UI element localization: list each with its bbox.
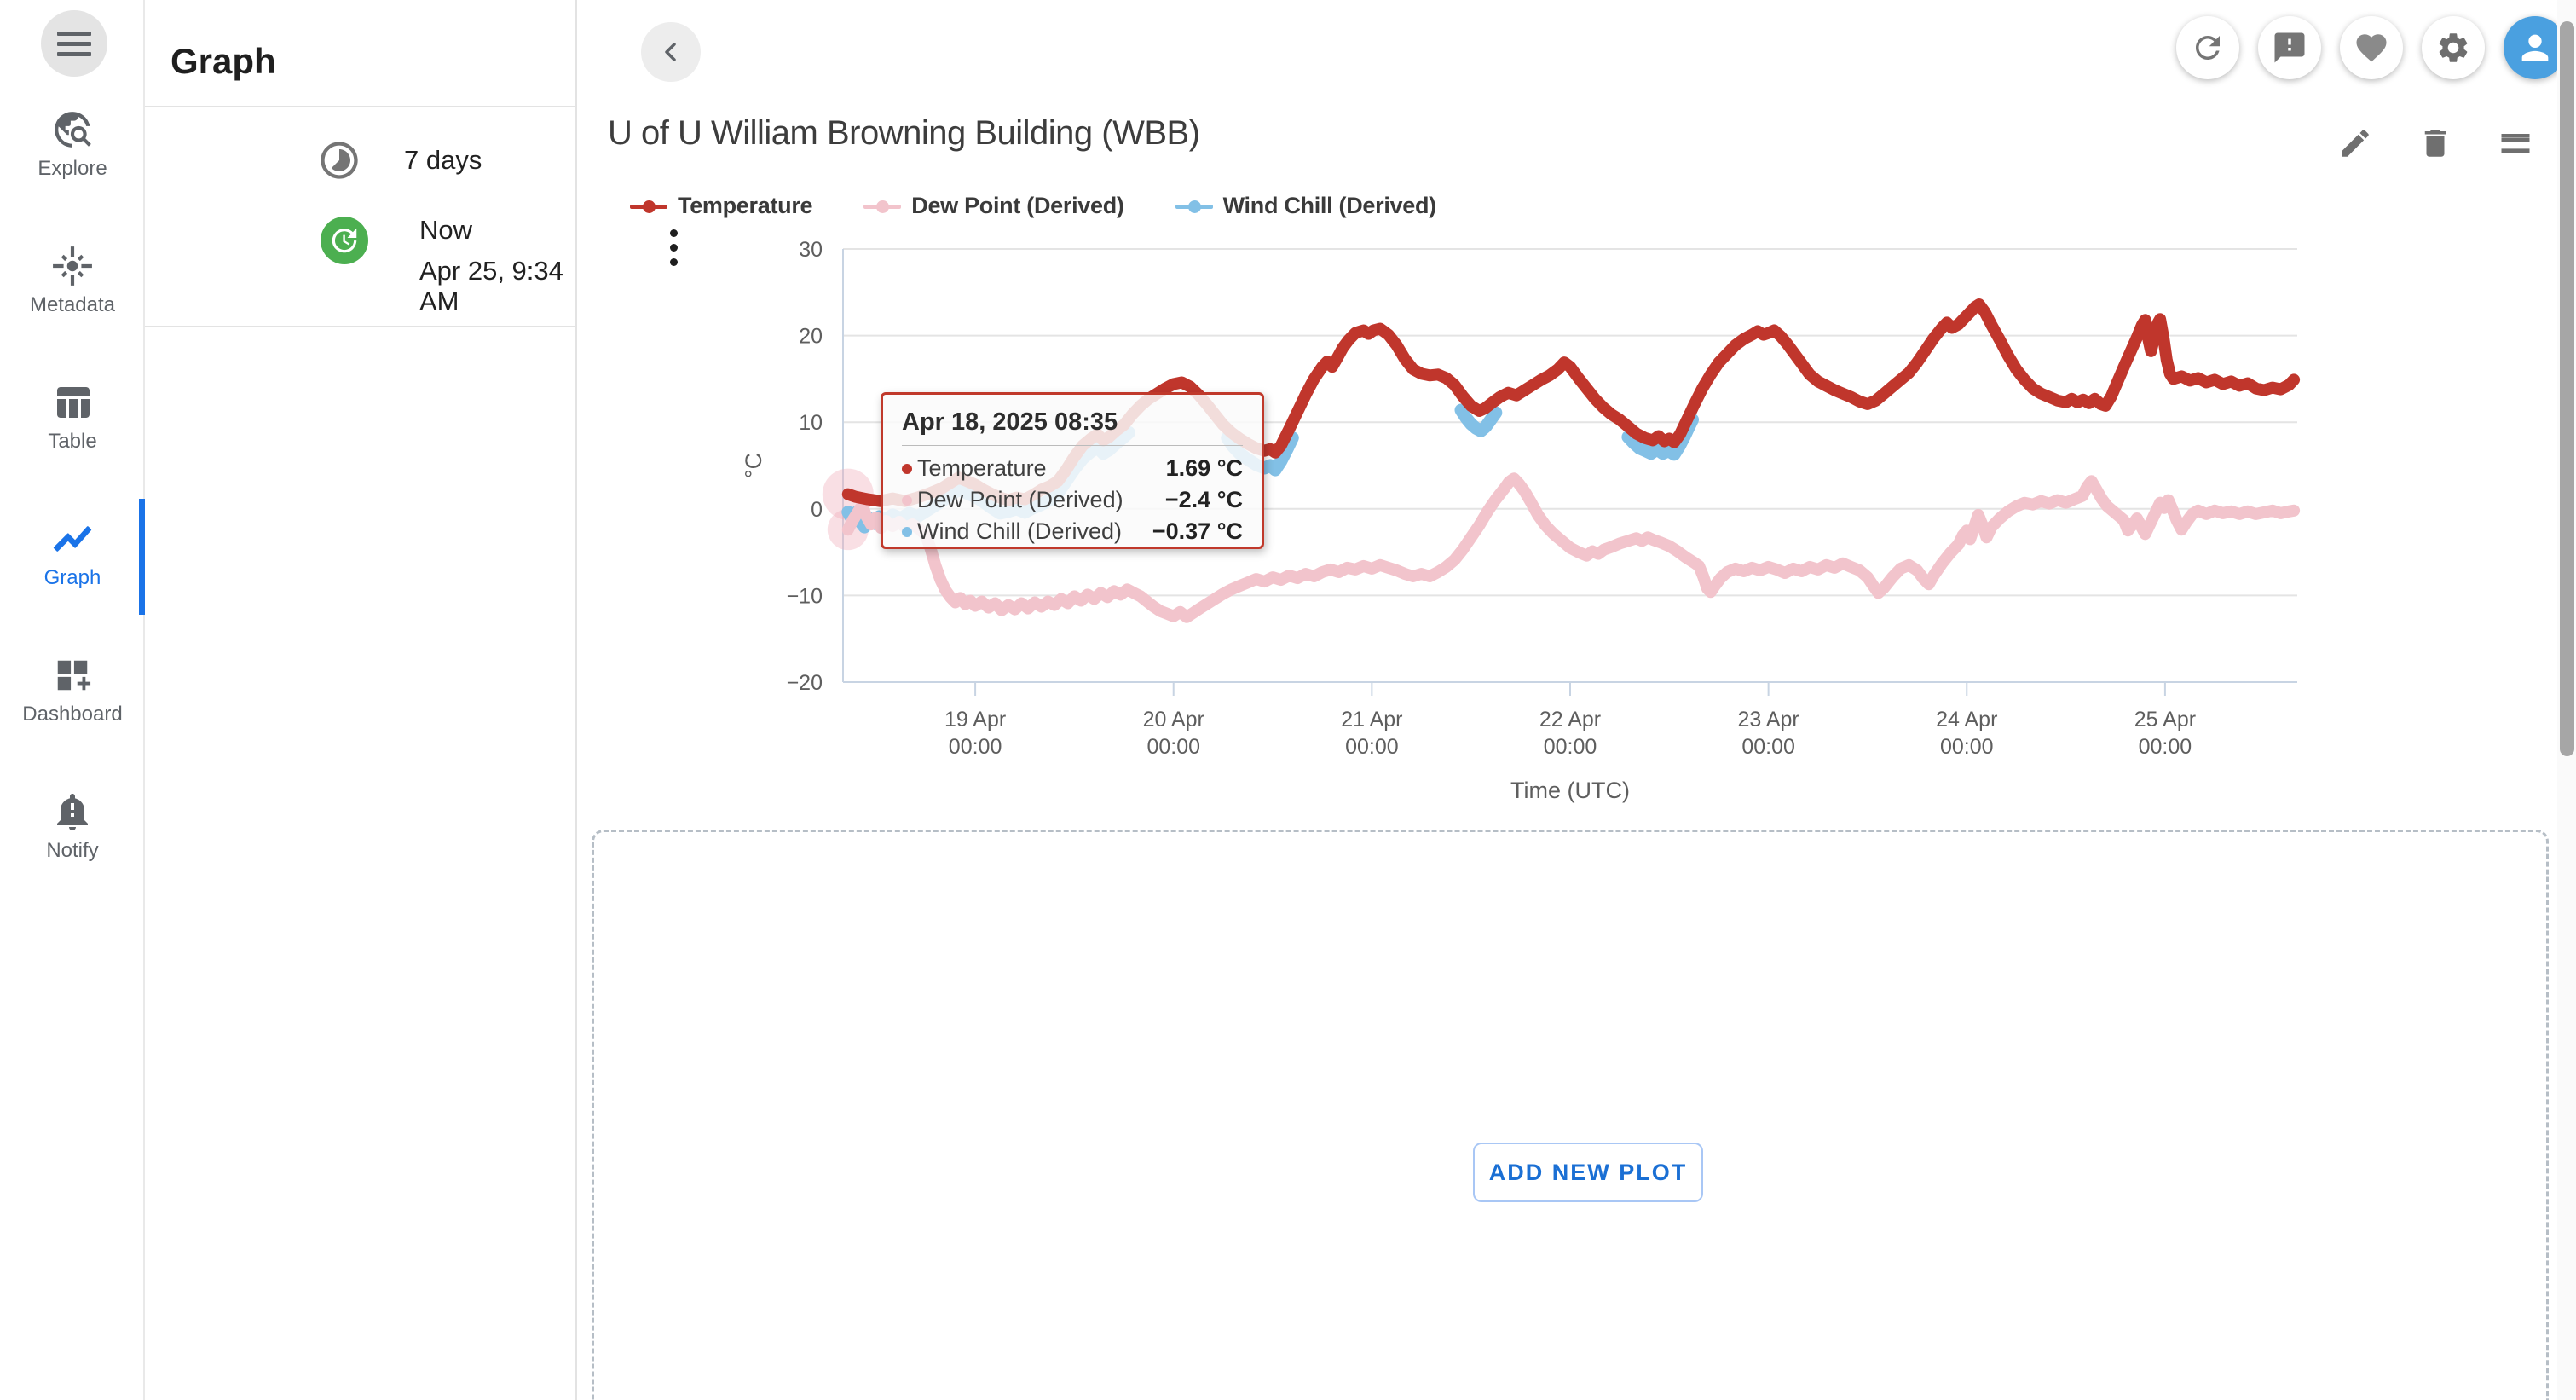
tooltip-timestamp: Apr 18, 2025 08:35 <box>902 408 1118 436</box>
tooltip-label: Dew Point (Derived) <box>917 487 1123 512</box>
chart-legend: Temperature Dew Point (Derived) Wind Chi… <box>630 193 1436 219</box>
divider <box>145 326 575 327</box>
tooltip-row-wind-chill: Wind Chill (Derived) −0.37 °C <box>902 516 1243 547</box>
series-bullet <box>902 526 912 537</box>
menu-icon <box>2501 134 2530 153</box>
refresh-icon <box>2196 36 2220 60</box>
tooltip-value: −2.4 °C <box>1164 487 1243 512</box>
legend-item-wind-chill[interactable]: Wind Chill (Derived) <box>1175 193 1436 219</box>
panel-header: Graph <box>145 0 701 106</box>
pencil-icon <box>2342 130 2369 157</box>
time-item-title: Now <box>419 215 473 245</box>
notification-important-icon <box>50 790 95 834</box>
travel-explore-icon <box>50 107 95 152</box>
sidebar-item-dashboard[interactable]: Dashboard <box>0 653 145 752</box>
legend-item-temperature[interactable]: Temperature <box>630 193 813 219</box>
sidebar-item-metadata[interactable]: Metadata <box>0 244 145 343</box>
tooltip-row-dew-point: Dew Point (Derived) −2.4 °C <box>902 484 1243 516</box>
sidebar-label: Explore <box>38 157 107 180</box>
item-menu-button[interactable] <box>656 222 690 273</box>
add-new-plot-button[interactable]: ADD NEW PLOT <box>1473 1143 1703 1202</box>
refresh-button[interactable] <box>2176 16 2239 79</box>
timelapse-icon <box>317 138 361 187</box>
sidebar-item-graph[interactable]: Graph <box>0 517 145 616</box>
chart-title: U of U William Browning Building (WBB) <box>608 114 1200 152</box>
sidebar-item-table[interactable]: Table <box>0 380 145 479</box>
sidebar-item-explore[interactable]: Explore <box>0 107 145 206</box>
flare-icon <box>50 244 95 288</box>
chart-actions <box>2336 124 2534 162</box>
collapse-panel-button[interactable] <box>641 22 701 82</box>
dashboard-customize-icon <box>50 653 95 697</box>
legend-item-dew-point[interactable]: Dew Point (Derived) <box>863 193 1124 219</box>
tooltip-value: −0.37 °C <box>1152 518 1243 544</box>
sidebar-label: Graph <box>43 566 101 589</box>
gear-icon <box>2439 33 2468 62</box>
vertical-scrollbar-thumb[interactable] <box>2560 21 2574 756</box>
edit-plot-button[interactable] <box>2336 124 2374 162</box>
legend-label: Temperature <box>678 193 813 218</box>
hamburger-icon <box>57 31 91 36</box>
sidebar-item-notify[interactable]: Notify <box>0 790 145 888</box>
table-icon <box>50 380 95 425</box>
new-plot-dropzone: ADD NEW PLOT <box>592 830 2549 1400</box>
legend-label: Wind Chill (Derived) <box>1222 193 1437 218</box>
feedback-button[interactable] <box>2258 16 2321 79</box>
person-icon <box>2521 34 2549 61</box>
favorites-button[interactable] <box>2340 16 2403 79</box>
legend-marker <box>863 200 902 213</box>
tooltip-divider <box>902 445 1243 446</box>
legend-marker <box>1175 200 1213 213</box>
legend-marker <box>630 200 667 213</box>
graph-panel: Graph 7 days Now Apr 25, 9:34 AM <box>145 0 701 1400</box>
panel-title: Graph <box>170 41 276 81</box>
duration-label: 7 days <box>404 145 482 175</box>
series-bullet <box>902 463 912 474</box>
heart-icon <box>2356 34 2387 62</box>
sidebar-label: Table <box>48 430 97 453</box>
sidebar-label: Notify <box>46 839 99 862</box>
main-content: U of U William Browning Building (WBB) T… <box>577 0 2576 1400</box>
active-tab-indicator <box>139 499 145 615</box>
menu-button[interactable] <box>41 10 107 77</box>
vertical-scrollbar-track[interactable] <box>2557 0 2576 1400</box>
chart-tooltip: Apr 18, 2025 08:35 Temperature 1.69 °C D… <box>881 392 1264 549</box>
series-bullet <box>902 495 912 506</box>
sidebar-label: Dashboard <box>22 703 123 726</box>
legend-label: Dew Point (Derived) <box>911 193 1124 218</box>
time-item-timestamp: Apr 25, 9:34 AM <box>419 256 563 316</box>
plot-menu-button[interactable] <box>2497 124 2534 162</box>
sidebar-label: Metadata <box>29 293 116 316</box>
line-chart-icon <box>50 517 95 561</box>
nav-rail: Explore Metadata Table Graph Dashbo <box>0 0 145 1400</box>
tooltip-row-temperature: Temperature 1.69 °C <box>902 453 1243 484</box>
chevron-left-icon <box>665 43 676 61</box>
time-selection-item[interactable]: Now Apr 25, 9:34 AM <box>145 215 678 316</box>
tooltip-label: Wind Chill (Derived) <box>917 518 1123 544</box>
divider <box>145 106 575 107</box>
tooltip-value: 1.69 °C <box>1165 455 1243 481</box>
feedback-icon <box>2274 32 2305 63</box>
delete-plot-button[interactable] <box>2417 124 2454 162</box>
history-clock-icon <box>321 217 368 264</box>
tooltip-label: Temperature <box>917 455 1047 481</box>
account-button[interactable] <box>2504 16 2567 79</box>
duration-item[interactable]: 7 days <box>145 119 575 201</box>
trash-icon <box>2424 130 2446 157</box>
settings-button[interactable] <box>2422 16 2485 79</box>
